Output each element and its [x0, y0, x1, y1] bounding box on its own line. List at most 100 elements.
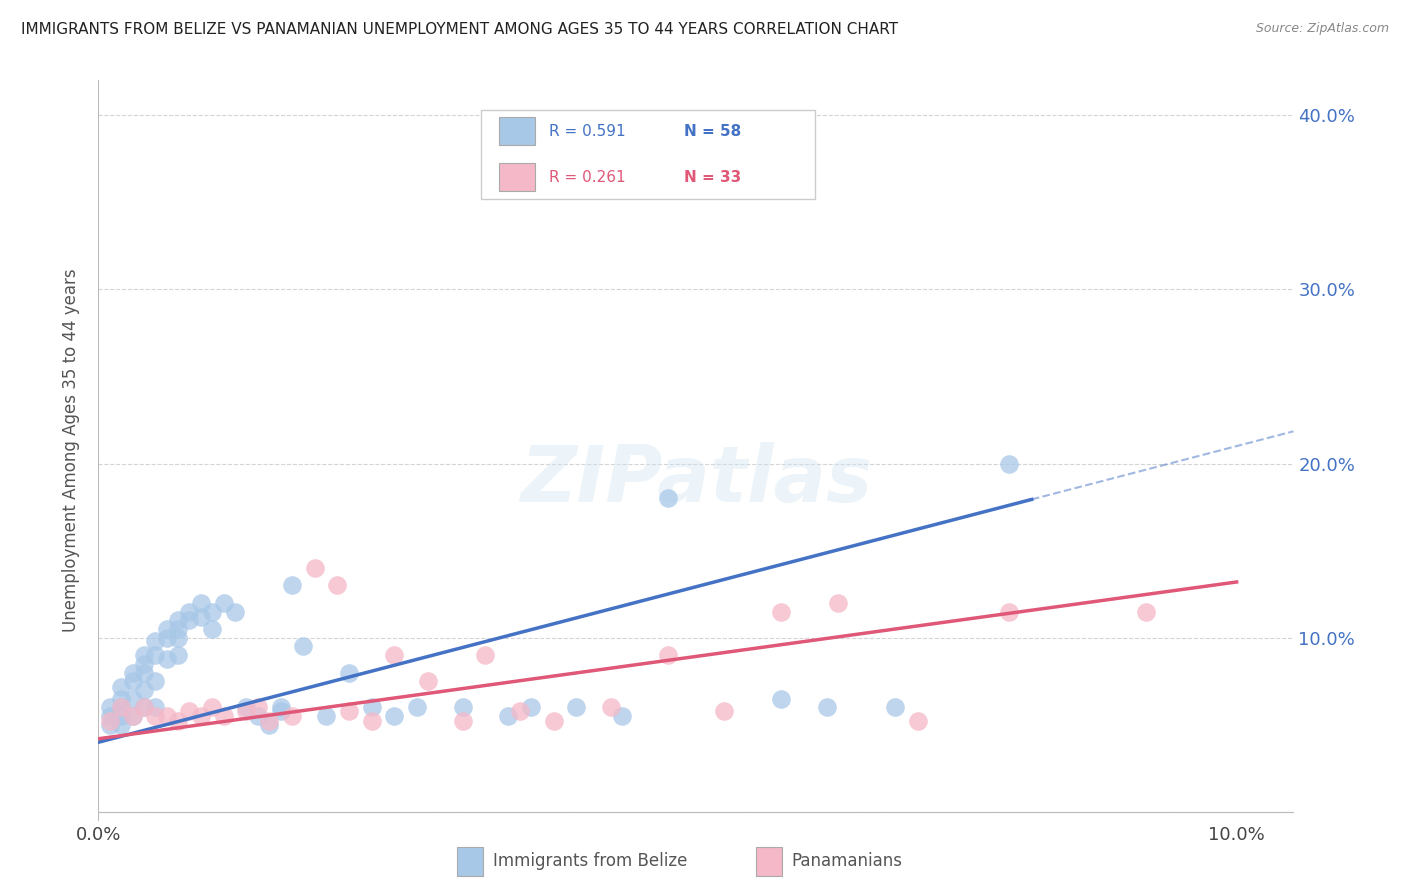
- Point: [998, 457, 1021, 471]
- Point: [815, 700, 838, 714]
- Text: Immigrants from Belize: Immigrants from Belize: [494, 853, 688, 871]
- Text: N = 58: N = 58: [685, 124, 741, 139]
- Point: [326, 578, 349, 592]
- FancyBboxPatch shape: [756, 847, 782, 876]
- Point: [121, 709, 143, 723]
- Point: [451, 714, 474, 729]
- Point: [179, 605, 201, 619]
- Point: [98, 700, 121, 714]
- Point: [509, 704, 531, 718]
- Y-axis label: Unemployment Among Ages 35 to 44 years: Unemployment Among Ages 35 to 44 years: [62, 268, 80, 632]
- Point: [121, 665, 143, 680]
- Point: [418, 674, 440, 689]
- Point: [167, 714, 190, 729]
- Point: [167, 631, 190, 645]
- Point: [212, 596, 235, 610]
- Point: [143, 709, 166, 723]
- FancyBboxPatch shape: [457, 847, 484, 876]
- Point: [156, 631, 179, 645]
- FancyBboxPatch shape: [481, 110, 815, 199]
- Point: [451, 700, 474, 714]
- Point: [565, 700, 588, 714]
- Point: [110, 700, 132, 714]
- Point: [121, 691, 143, 706]
- Point: [599, 700, 621, 714]
- Point: [270, 704, 292, 718]
- Point: [143, 634, 166, 648]
- Point: [143, 648, 166, 662]
- Point: [190, 610, 212, 624]
- Point: [110, 680, 132, 694]
- Point: [212, 709, 235, 723]
- Point: [201, 622, 224, 636]
- Point: [132, 683, 155, 698]
- Point: [315, 709, 337, 723]
- Point: [713, 704, 735, 718]
- Text: IMMIGRANTS FROM BELIZE VS PANAMANIAN UNEMPLOYMENT AMONG AGES 35 TO 44 YEARS CORR: IMMIGRANTS FROM BELIZE VS PANAMANIAN UNE…: [21, 22, 898, 37]
- Point: [121, 674, 143, 689]
- Point: [496, 709, 519, 723]
- Point: [224, 605, 246, 619]
- Point: [110, 691, 132, 706]
- Text: Source: ZipAtlas.com: Source: ZipAtlas.com: [1256, 22, 1389, 36]
- Text: R = 0.591: R = 0.591: [548, 124, 626, 139]
- Point: [520, 700, 543, 714]
- Point: [156, 651, 179, 665]
- Point: [657, 648, 679, 662]
- Point: [143, 700, 166, 714]
- Point: [167, 613, 190, 627]
- Point: [474, 648, 496, 662]
- Point: [98, 718, 121, 732]
- Text: Panamanians: Panamanians: [792, 853, 903, 871]
- Point: [543, 714, 565, 729]
- Point: [360, 714, 382, 729]
- Point: [337, 704, 360, 718]
- Point: [132, 700, 155, 714]
- Point: [110, 709, 132, 723]
- Point: [201, 605, 224, 619]
- Point: [246, 700, 269, 714]
- Point: [132, 700, 155, 714]
- Point: [98, 714, 121, 729]
- Point: [110, 718, 132, 732]
- Point: [770, 691, 793, 706]
- Point: [190, 709, 212, 723]
- Point: [337, 665, 360, 680]
- Point: [132, 648, 155, 662]
- Point: [132, 657, 155, 671]
- FancyBboxPatch shape: [499, 118, 534, 145]
- Point: [98, 709, 121, 723]
- Point: [167, 648, 190, 662]
- Point: [179, 613, 201, 627]
- Point: [382, 709, 405, 723]
- Point: [281, 709, 304, 723]
- Point: [998, 605, 1021, 619]
- Point: [827, 596, 849, 610]
- Point: [281, 578, 304, 592]
- Point: [304, 561, 326, 575]
- Point: [143, 674, 166, 689]
- Point: [360, 700, 382, 714]
- Text: R = 0.261: R = 0.261: [548, 169, 626, 185]
- Point: [257, 718, 280, 732]
- Point: [179, 704, 201, 718]
- Point: [292, 640, 315, 654]
- FancyBboxPatch shape: [499, 163, 534, 191]
- Point: [406, 700, 429, 714]
- Point: [110, 700, 132, 714]
- Point: [190, 596, 212, 610]
- Point: [132, 665, 155, 680]
- Point: [235, 700, 257, 714]
- Point: [235, 704, 257, 718]
- Point: [201, 700, 224, 714]
- Point: [770, 605, 793, 619]
- Point: [657, 491, 679, 506]
- Point: [270, 700, 292, 714]
- Point: [246, 709, 269, 723]
- Text: N = 33: N = 33: [685, 169, 741, 185]
- Point: [610, 709, 633, 723]
- Point: [382, 648, 405, 662]
- Point: [156, 709, 179, 723]
- Point: [1135, 605, 1157, 619]
- Point: [167, 622, 190, 636]
